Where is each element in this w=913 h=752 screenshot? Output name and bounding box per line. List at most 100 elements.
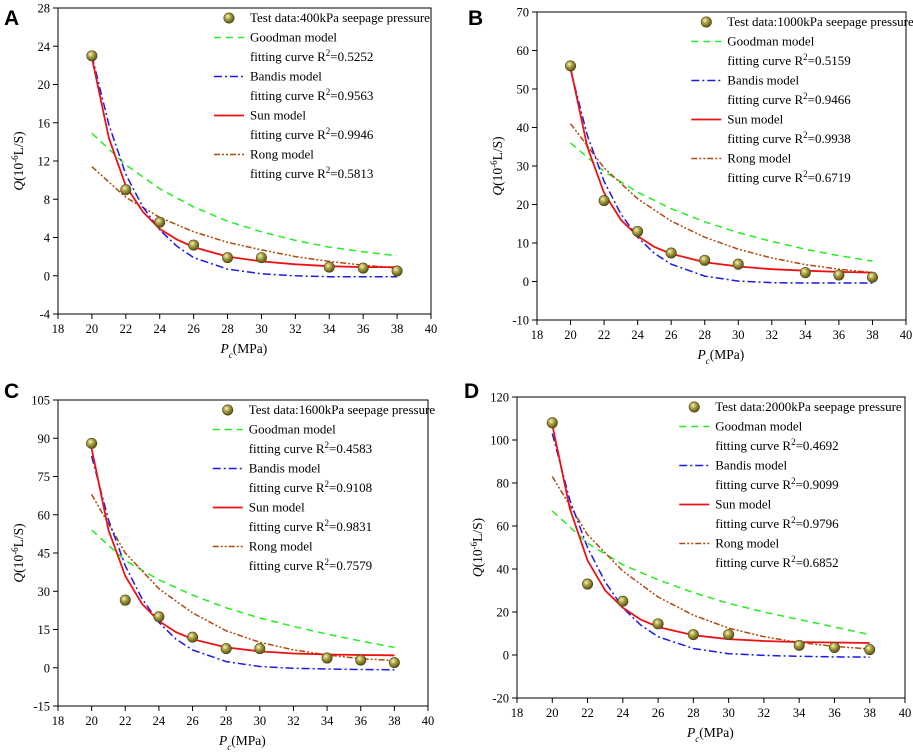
test-data-point (665, 247, 677, 259)
test-data-point (391, 265, 403, 277)
legend-bandis-label: Bandis model (715, 458, 787, 473)
x-axis-title: Pc(MPa) (220, 341, 268, 360)
legend-sun-label: Sun model (727, 112, 783, 127)
test-data-point (388, 657, 400, 669)
x-tick-label: 40 (900, 328, 913, 342)
x-tick-label: 22 (119, 714, 132, 728)
test-data-point (255, 252, 267, 264)
x-tick-label: 32 (766, 328, 779, 342)
legend-sun-r2: fitting curve R2=0.9831 (249, 518, 372, 534)
test-data-point (799, 267, 811, 279)
y-tick-label: 28 (38, 2, 51, 16)
x-tick-label: 30 (255, 322, 268, 336)
legend-sun-r2: fitting curve R2=0.9946 (250, 126, 374, 142)
test-data-point (687, 629, 699, 641)
legend-goodman-r2: fitting curve R2=0.4583 (249, 440, 372, 456)
x-tick-label: 38 (863, 706, 876, 720)
y-tick-label: 0 (523, 275, 529, 289)
legend-bandis-r2: fitting curve R2=0.9099 (715, 476, 838, 492)
y-tick-label: 8 (44, 193, 50, 207)
legend-rong-label: Rong model (727, 151, 791, 166)
legend-bandis-r2: fitting curve R2=0.9466 (727, 91, 851, 107)
x-tick-label: 40 (425, 322, 438, 336)
test-data-point (617, 595, 629, 607)
x-tick-label: 26 (187, 322, 200, 336)
x-tick-label: 30 (722, 706, 735, 720)
y-tick-label: 75 (38, 470, 51, 484)
x-tick-label: 18 (531, 328, 544, 342)
bandis-curve (91, 55, 398, 278)
test-data-point (546, 417, 558, 429)
x-tick-label: 36 (828, 706, 841, 720)
y-tick-label: 40 (497, 563, 510, 577)
x-tick-label: 30 (732, 328, 745, 342)
test-data-point (357, 262, 369, 274)
sun-curve (551, 424, 870, 644)
legend-sun-r2: fitting curve R2=0.9938 (727, 130, 850, 146)
legend-test-marker (700, 16, 712, 28)
x-tick-label: 22 (598, 328, 611, 342)
rong-curve (90, 494, 395, 662)
legend-test-label: Test data:1000kPa seepage pressure (727, 14, 913, 29)
test-data-point (652, 618, 664, 630)
legend-test-marker (223, 12, 235, 24)
x-tick-label: 22 (581, 706, 594, 720)
plot-frame (57, 7, 432, 315)
y-tick-label: -20 (492, 692, 509, 706)
test-data-point (732, 258, 744, 270)
x-tick-label: 36 (357, 322, 370, 336)
test-data-point (565, 60, 577, 72)
y-tick-label: 105 (31, 394, 50, 408)
x-tick-label: 36 (833, 328, 846, 342)
y-tick-label: 90 (38, 432, 51, 446)
x-tick-label: 28 (698, 328, 711, 342)
x-tick-label: 18 (511, 706, 524, 720)
x-tick-label: 24 (617, 706, 630, 720)
y-tick-label: 0 (503, 649, 509, 663)
rong-curve (551, 476, 870, 650)
test-data-point (864, 644, 876, 656)
x-tick-label: 26 (665, 328, 678, 342)
x-tick-label: 32 (758, 706, 771, 720)
test-data-point (598, 195, 610, 207)
legend-goodman-r2: fitting curve R2=0.5159 (727, 52, 850, 68)
legend-goodman-r2: fitting curve R2=0.4692 (715, 437, 838, 453)
legend-rong-r2: fitting curve R2=0.6852 (715, 554, 838, 570)
legend-test-marker (222, 404, 234, 416)
y-tick-label: 60 (517, 44, 530, 58)
legend-goodman-label: Goodman model (250, 30, 337, 45)
panel-letter: C (4, 380, 19, 403)
y-tick-label: 20 (517, 198, 530, 212)
y-tick-label: -4 (40, 308, 51, 322)
x-tick-label: 30 (254, 714, 267, 728)
x-tick-label: 28 (220, 714, 233, 728)
x-tick-label: 32 (289, 322, 302, 336)
y-tick-label: 100 (490, 434, 509, 448)
bandis-curve (90, 455, 395, 671)
legend-sun-label: Sun model (715, 497, 771, 512)
chart-panel-d: D 18 20 22 24 26 28 30 32 34 36 38 40 -20 0 20 40 60 80 100… (464, 380, 911, 744)
y-axis-title: Q(10-6L/S) (469, 518, 485, 577)
chart-panel-b: B 18 20 22 24 26 28 30 32 34 36 38 40 -10 0 10 20 30 40 50 6… (468, 6, 913, 367)
test-data-point (222, 252, 234, 264)
test-data-point (254, 643, 266, 655)
x-tick-label: 20 (564, 328, 577, 342)
chart-panel-a: A 18 20 22 24 26 28 30 32 34 36 38 40 -4 0 4 8 12 16 20 24 28… (4, 2, 437, 361)
y-tick-label: 40 (517, 121, 530, 135)
legend-rong-r2: fitting curve R2=0.5813 (250, 165, 373, 181)
test-data-point (187, 631, 199, 643)
legend-rong-label: Rong model (249, 539, 313, 554)
legend-goodman-r2: fitting curve R2=0.5252 (250, 48, 373, 64)
legend-sun-label: Sun model (249, 500, 305, 515)
test-data-point (866, 271, 878, 283)
x-tick-label: 24 (631, 328, 644, 342)
test-data-point (323, 261, 335, 273)
legend-rong-label: Rong model (250, 147, 314, 162)
legend-test-label: Test data:400kPa seepage pressure (250, 10, 430, 25)
legend-goodman-label: Goodman model (249, 422, 336, 437)
x-tick-label: 40 (899, 706, 912, 720)
x-tick-label: 40 (422, 714, 435, 728)
test-data-point (120, 184, 132, 196)
y-tick-label: 30 (38, 585, 51, 599)
